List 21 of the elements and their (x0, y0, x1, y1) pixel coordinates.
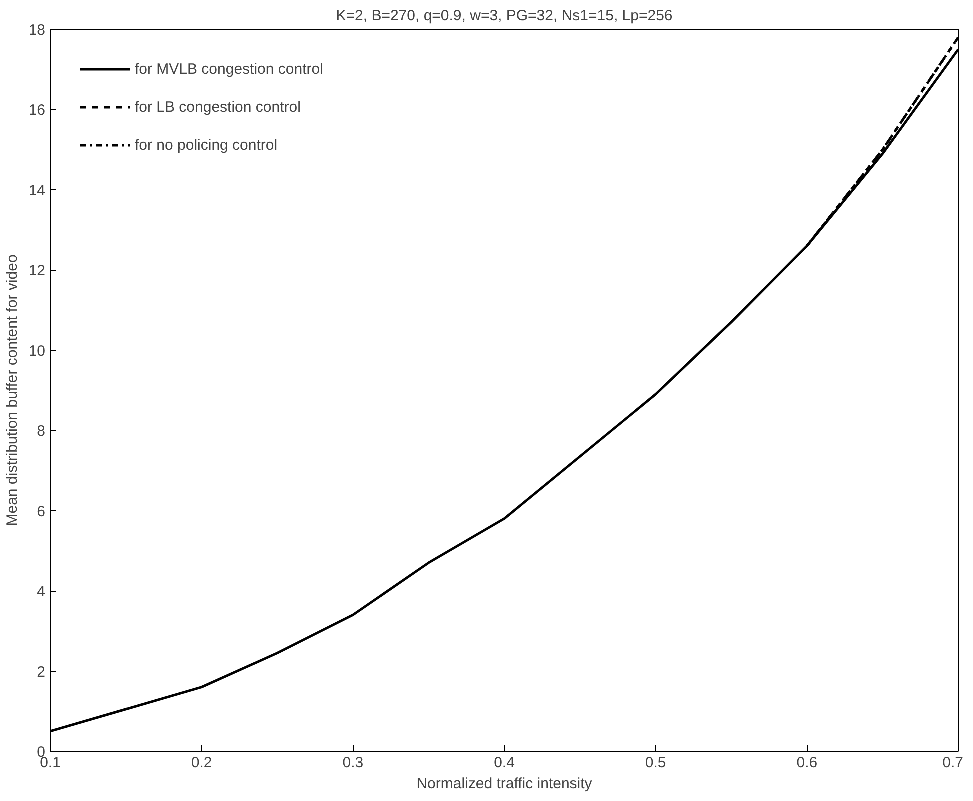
y-tick-label: 12 (28, 262, 46, 280)
chart-title: K=2, B=270, q=0.9, w=3, PG=32, Ns1=15, Lp=256 (336, 8, 673, 24)
x-axis-title: Normalized traffic intensity (416, 776, 593, 792)
legend-label: for MVLB congestion control (135, 60, 324, 78)
x-tick-label: 0.5 (645, 754, 666, 772)
legend-label: for no policing control (135, 136, 278, 154)
y-tick-label: 18 (28, 22, 46, 39)
y-axis-title: Mean distribution buffer content for video (4, 254, 21, 526)
x-tick-label: 0.6 (796, 754, 818, 772)
x-tick-label: 0.4 (494, 754, 515, 772)
y-tick-label: 4 (37, 584, 46, 601)
y-tick-label: 6 (37, 503, 46, 520)
y-tick-label: 2 (37, 664, 46, 681)
y-tick-label: 10 (28, 342, 46, 360)
x-tick-label: 0.3 (342, 754, 364, 772)
legend-label: for LB congestion control (135, 98, 301, 116)
y-tick-label: 16 (28, 102, 46, 120)
y-tick-label: 8 (37, 423, 46, 440)
y-tick-label: 14 (28, 182, 46, 200)
x-tick-label: 0.2 (191, 754, 212, 772)
x-tick-label: 0.7 (942, 754, 964, 772)
